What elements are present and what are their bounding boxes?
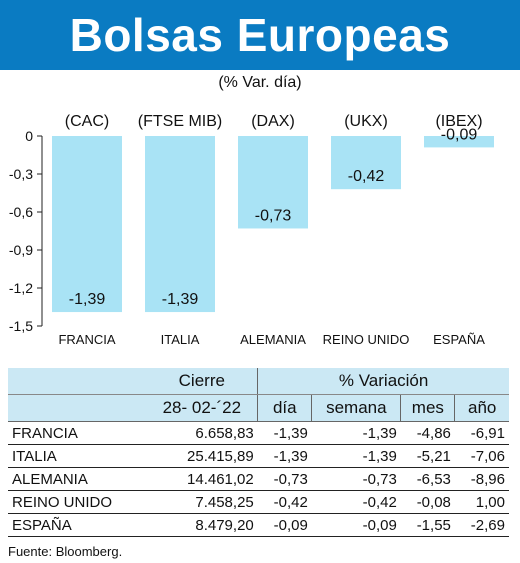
row-semana: -0,73 <box>311 467 401 491</box>
table-row: ALEMANIA 14.461,02 -0,73 -0,73 -6,53 -8,… <box>8 467 509 491</box>
row-ano: -6,91 <box>454 421 509 445</box>
row-ano: -8,96 <box>454 467 509 491</box>
table-header-row-1: Cierre % Variación <box>8 368 509 395</box>
data-label: -0,42 <box>348 168 385 185</box>
header-cierre: Cierre <box>146 368 258 395</box>
table-row: FRANCIA 6.658,83 -1,39 -1,39 -4,86 -6,91 <box>8 421 509 445</box>
row-mes: -5,21 <box>400 444 455 468</box>
row-country: FRANCIA <box>8 421 147 445</box>
index-label: (DAX) <box>251 113 295 130</box>
y-tick-label: -0,9 <box>9 242 33 258</box>
row-semana: -1,39 <box>311 421 401 445</box>
y-tick-label: -1,5 <box>9 318 33 334</box>
row-cierre: 8.479,20 <box>146 513 258 537</box>
row-semana: -0,09 <box>311 513 401 537</box>
bars-group: (CAC) -1,39 FRANCIA (FTSE MIB) -1,39 ITALIA (D… <box>52 113 494 347</box>
index-label: (FTSE MIB) <box>138 113 222 130</box>
y-tick-label: -1,2 <box>9 280 33 296</box>
row-country: ITALIA <box>8 444 147 468</box>
index-label: (IBEX) <box>435 113 482 130</box>
row-country: REINO UNIDO <box>8 490 147 514</box>
row-country: ESPAÑA <box>8 513 147 537</box>
category-label: ESPAÑA <box>433 332 485 347</box>
data-table: Cierre % Variación 28- 02-´22 día semana… <box>8 368 509 537</box>
row-dia: -0,73 <box>257 467 312 491</box>
index-label: (CAC) <box>65 113 109 130</box>
table-header-row-2: 28- 02-´22 día semana mes año <box>8 394 509 422</box>
header-empty <box>8 368 147 395</box>
data-label: -0,09 <box>441 126 478 143</box>
row-dia: -0,09 <box>257 513 312 537</box>
category-label: ALEMANIA <box>240 332 306 347</box>
data-label: -0,73 <box>255 207 292 224</box>
bar <box>238 136 308 229</box>
row-dia: -1,39 <box>257 421 312 445</box>
bar <box>331 136 401 190</box>
header-empty-2 <box>8 394 147 422</box>
header-dia: día <box>257 394 312 422</box>
header-mes: mes <box>400 394 455 422</box>
y-tick-label: -0,3 <box>9 166 33 182</box>
row-country: ALEMANIA <box>8 467 147 491</box>
row-cierre: 14.461,02 <box>146 467 258 491</box>
category-label: REINO UNIDO <box>323 332 410 347</box>
category-label: FRANCIA <box>58 332 115 347</box>
chart-subtitle: (% Var. día) <box>218 74 302 91</box>
row-cierre: 7.458,25 <box>146 490 258 514</box>
data-label: -1,39 <box>69 291 106 308</box>
y-tick-label: 0 <box>25 128 33 144</box>
header-date: 28- 02-´22 <box>146 394 258 422</box>
row-cierre: 25.415,89 <box>146 444 258 468</box>
row-ano: 1,00 <box>454 490 509 514</box>
data-label: -1,39 <box>162 291 199 308</box>
y-tick-label: -0,6 <box>9 204 33 220</box>
row-mes: -0,08 <box>400 490 455 514</box>
bar <box>424 136 494 148</box>
bar <box>52 136 122 313</box>
header-variacion: % Variación <box>257 368 509 395</box>
row-dia: -0,42 <box>257 490 312 514</box>
row-mes: -6,53 <box>400 467 455 491</box>
header-ano: año <box>454 394 509 422</box>
row-cierre: 6.658,83 <box>146 421 258 445</box>
row-semana: -1,39 <box>311 444 401 468</box>
row-semana: -0,42 <box>311 490 401 514</box>
y-axis: 0 -0,3 -0,6 -0,9 -1,2 -1,5 <box>9 128 43 334</box>
title-banner: Bolsas Europeas <box>0 0 520 70</box>
bar <box>145 136 215 313</box>
index-label: (UKX) <box>344 113 388 130</box>
row-dia: -1,39 <box>257 444 312 468</box>
source-note: Fuente: Bloomberg. <box>8 544 123 559</box>
row-mes: -1,55 <box>400 513 455 537</box>
table-row: REINO UNIDO 7.458,25 -0,42 -0,42 -0,08 1… <box>8 490 509 514</box>
row-mes: -4,86 <box>400 421 455 445</box>
category-label: ITALIA <box>161 332 200 347</box>
bar-chart: 0-0,3-0,6-0,9-1,2-1,5 (CAC)-1,39FRANCIA(… <box>9 113 494 347</box>
row-ano: -2,69 <box>454 513 509 537</box>
header-semana: semana <box>311 394 401 422</box>
table-row: ITALIA 25.415,89 -1,39 -1,39 -5,21 -7,06 <box>8 444 509 468</box>
table-row: ESPAÑA 8.479,20 -0,09 -0,09 -1,55 -2,69 <box>8 513 509 537</box>
page-title: Bolsas Europeas <box>69 9 451 61</box>
row-ano: -7,06 <box>454 444 509 468</box>
